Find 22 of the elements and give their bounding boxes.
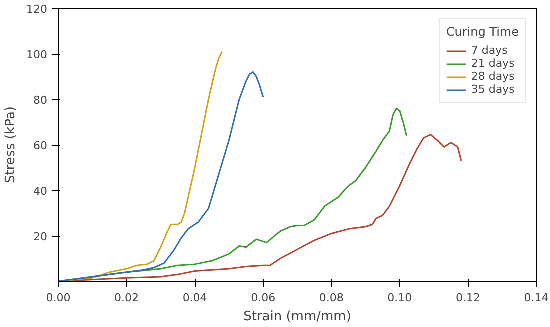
x-tick-label: 0.08 — [319, 292, 344, 304]
y-tick-label: 100 — [26, 48, 48, 62]
x-tick-label: 0.12 — [456, 292, 480, 304]
y-tick-label: 60 — [34, 140, 48, 152]
x-tick-label: 0.02 — [114, 292, 140, 304]
y-tick-label: 120 — [26, 3, 48, 16]
y-tick-label: 20 — [34, 230, 48, 244]
x-tick-label: 0.10 — [388, 292, 412, 304]
y-tick-label: 80 — [34, 94, 48, 107]
y-tick-label: 40 — [34, 185, 48, 198]
y-axis-title: Stress (kPa) — [4, 106, 19, 184]
x-tick-label: 0.14 — [524, 292, 549, 304]
legend-title: Curing Time — [446, 25, 519, 39]
x-tick-label: 0.04 — [182, 292, 208, 304]
x-tick-label: 0.06 — [251, 292, 276, 304]
legend-label: 28 days — [471, 70, 515, 83]
legend-label: 7 days — [471, 44, 508, 57]
legend-label: 21 days — [471, 57, 515, 70]
x-axis-title: Strain (mm/mm) — [244, 310, 352, 324]
legend-label: 35 days — [471, 83, 515, 96]
line-series — [58, 71, 264, 282]
x-tick-label: 0.00 — [46, 292, 71, 304]
